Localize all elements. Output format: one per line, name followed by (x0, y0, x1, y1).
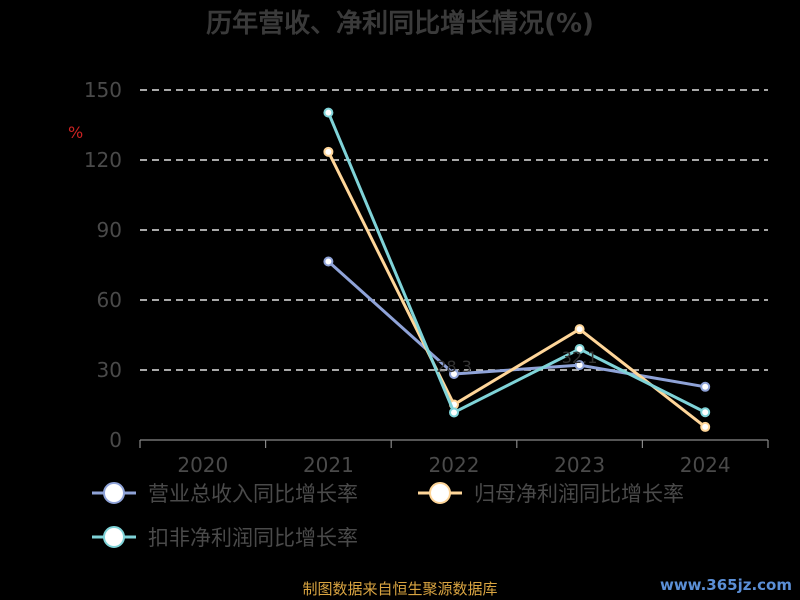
data-point (449, 407, 459, 418)
data-point (323, 107, 334, 118)
data-label: 28.3 (436, 357, 472, 376)
data-point (700, 407, 711, 418)
legend-swatch-marker (103, 526, 125, 548)
legend-item[interactable]: 营业总收入同比增长率 (92, 482, 358, 506)
series-line (327, 112, 706, 414)
data-label: 32.1 (562, 348, 598, 367)
legend-item[interactable]: 归母净利润同比增长率 (418, 482, 684, 506)
series-lines: 28.3 32.1 (323, 107, 711, 432)
chart-title: 历年营收、净利同比增长情况(%) (206, 8, 594, 39)
y-tick-label: 60 (97, 288, 122, 312)
series-line (327, 151, 707, 429)
x-tick-label: 2020 (177, 453, 228, 477)
legend-label: 扣非净利润同比增长率 (148, 526, 358, 550)
y-tick-label: 0 (109, 428, 122, 452)
y-tick-label: 120 (84, 148, 122, 172)
data-point (700, 381, 711, 392)
x-tick-label: 2024 (680, 453, 731, 477)
y-tick-label: 90 (97, 218, 122, 242)
x-tick-label: 2023 (554, 453, 605, 477)
legend-label: 营业总收入同比增长率 (148, 482, 358, 506)
data-point (323, 256, 334, 267)
grid (140, 89, 768, 371)
data-point (449, 368, 459, 379)
watermark: www.365jz.com (660, 576, 792, 594)
series-line (327, 260, 706, 389)
data-point (574, 324, 585, 335)
legend-item[interactable]: 扣非净利润同比增长率 (92, 526, 358, 550)
y-tick-label: 150 (84, 78, 122, 102)
y-axis-unit: % (68, 123, 83, 142)
x-tick-label: 2021 (303, 453, 354, 477)
axes: 0 30 60 90 120 150 2020 2021 2022 2023 2024 (84, 78, 769, 477)
y-tick-label: 30 (97, 358, 122, 382)
x-tick-label: 2022 (429, 453, 480, 477)
data-point (700, 421, 711, 432)
data-point (574, 344, 585, 354)
data-point (323, 146, 334, 157)
legend-label: 归母净利润同比增长率 (474, 482, 684, 506)
legend-swatch-marker (103, 482, 125, 504)
source-note: 制图数据来自恒生聚源数据库 (302, 580, 497, 598)
data-point (574, 360, 585, 371)
legend-swatch-marker (429, 482, 451, 504)
